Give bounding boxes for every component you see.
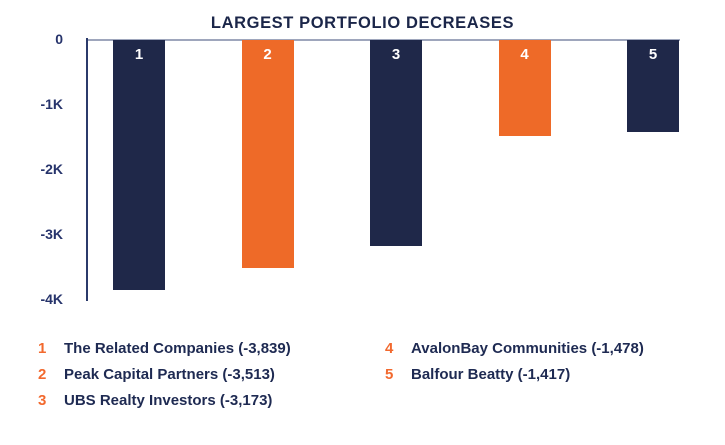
chart-area: 0 -1K -2K -3K -4K 1 2 3 4 5 bbox=[0, 31, 725, 307]
legend-label: The Related Companies (-3,839) bbox=[64, 340, 291, 357]
legend-item: 5 Balfour Beatty (-1,417) bbox=[385, 362, 644, 388]
legend-item: 2 Peak Capital Partners (-3,513) bbox=[38, 362, 385, 388]
y-tick-label: -2K bbox=[40, 161, 63, 177]
chart-title: LARGEST PORTFOLIO DECREASES bbox=[210, 14, 515, 32]
legend: 1 The Related Companies (-3,839) 2 Peak Cap… bbox=[38, 336, 725, 414]
bar-number: 3 bbox=[391, 46, 401, 63]
bar-4: 4 bbox=[498, 40, 551, 136]
legend-rank: 3 bbox=[38, 392, 47, 409]
legend-column-2: 4 AvalonBay Communities (-1,478) 5 Balfour … bbox=[385, 336, 644, 414]
bar-3: 3 bbox=[370, 40, 422, 246]
legend-item: 1 The Related Companies (-3,839) bbox=[38, 336, 385, 362]
y-tick-label: -4K bbox=[40, 291, 63, 307]
legend-item: 4 AvalonBay Communities (-1,478) bbox=[385, 336, 644, 362]
legend-rank: 2 bbox=[38, 366, 47, 383]
bar-number: 2 bbox=[263, 46, 272, 63]
bar-5: 5 bbox=[627, 40, 679, 132]
legend-item: 3 UBS Realty Investors (-3,173) bbox=[38, 388, 385, 414]
legend-label: Balfour Beatty (-1,417) bbox=[411, 366, 571, 383]
axis-gap bbox=[63, 39, 88, 302]
y-axis: 0 -1K -2K -3K -4K bbox=[0, 31, 63, 307]
legend-column-1: 1 The Related Companies (-3,839) 2 Peak Cap… bbox=[38, 336, 385, 414]
legend-label: UBS Realty Investors (-3,173) bbox=[64, 392, 273, 409]
legend-label: AvalonBay Communities (-1,478) bbox=[411, 340, 644, 357]
bar-number: 5 bbox=[648, 46, 658, 63]
plot-area: 1 2 3 4 5 bbox=[86, 38, 700, 302]
legend-label: Peak Capital Partners (-3,513) bbox=[64, 366, 275, 383]
y-tick-label: -3K bbox=[40, 226, 63, 242]
bar-2: 2 bbox=[241, 40, 294, 268]
y-tick-label: 0 bbox=[55, 31, 63, 47]
legend-rank: 1 bbox=[38, 340, 47, 357]
bar-number: 1 bbox=[134, 46, 144, 63]
legend-rank: 5 bbox=[385, 366, 394, 383]
y-tick-label: -1K bbox=[40, 96, 63, 112]
bar-1: 1 bbox=[113, 40, 165, 290]
legend-rank: 4 bbox=[385, 340, 394, 357]
bar-number: 4 bbox=[520, 46, 529, 63]
y-axis-line bbox=[86, 38, 88, 301]
